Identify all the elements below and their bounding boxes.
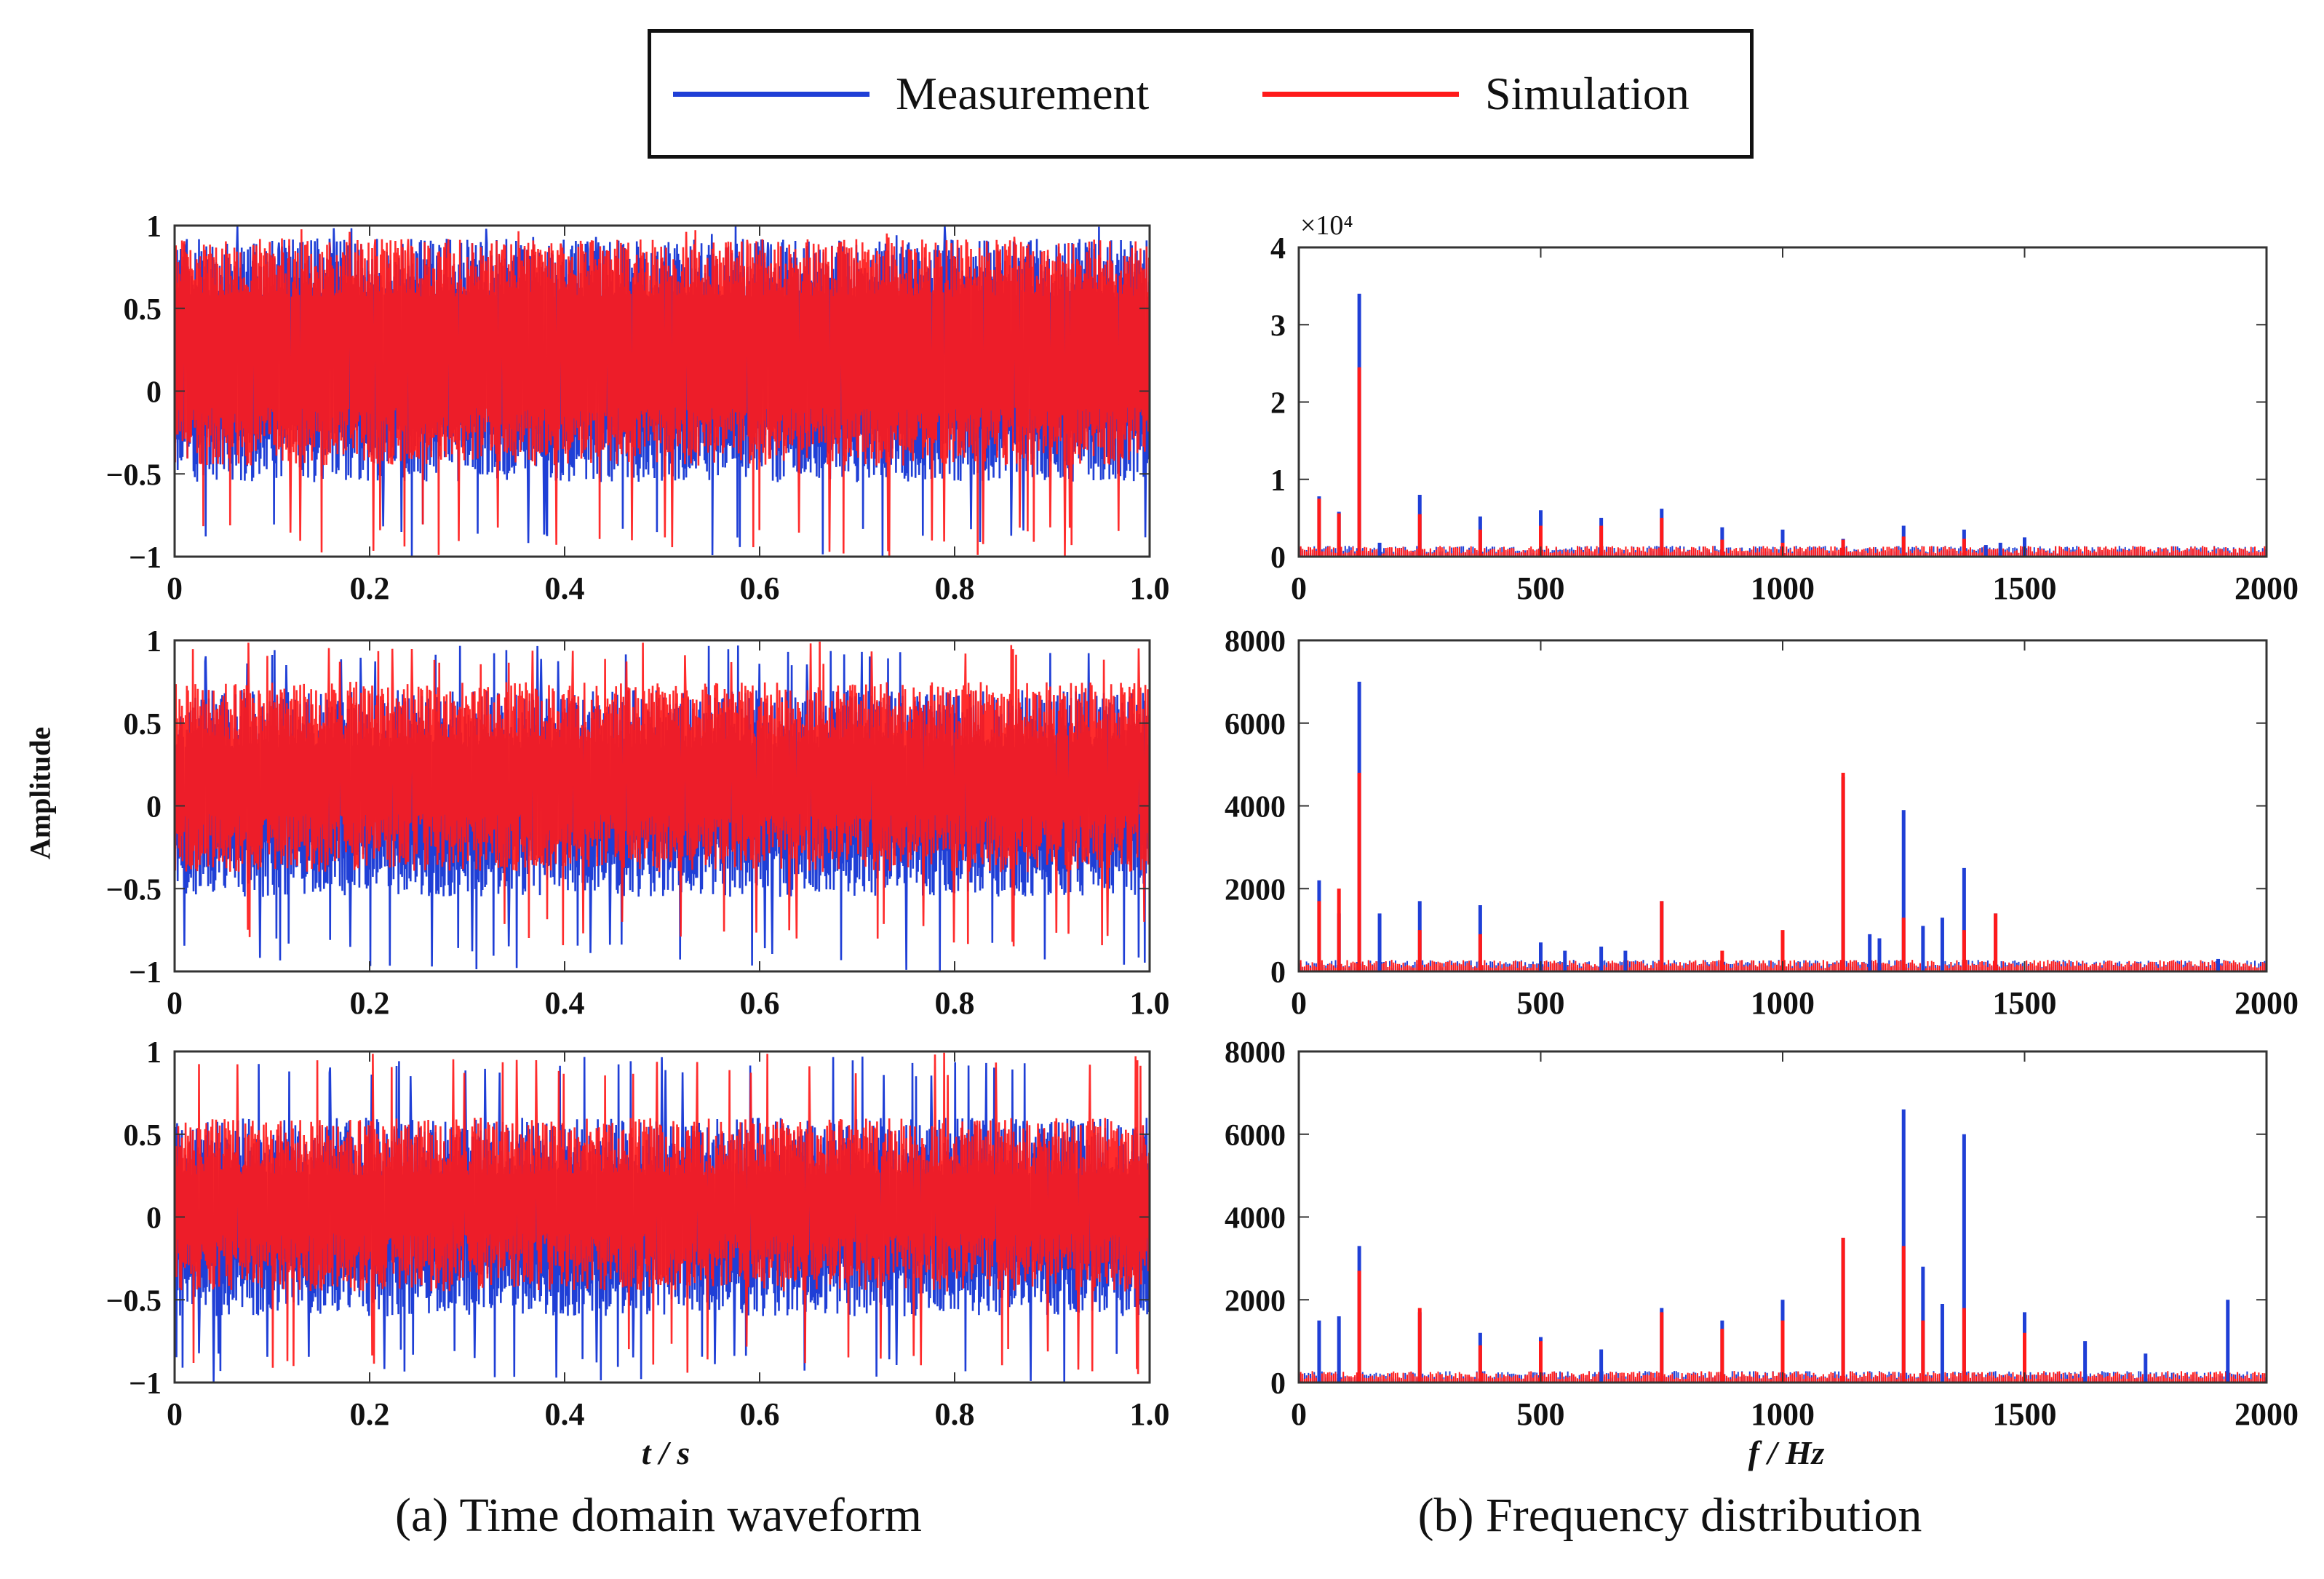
x-tick-label-freq-2-3: 1500 xyxy=(1993,985,2057,1021)
plot-area-freq-1 xyxy=(1299,293,2267,557)
y-tick-label-freq-3-3: 6000 xyxy=(1225,1119,1286,1153)
chart-time-1: 0 0.2 0.4 0.6 0.8 1.0 −1 −0.5 0 0.5 1 xyxy=(106,210,1170,606)
x-tick-label-freq-3-3: 1500 xyxy=(1993,1396,2057,1432)
y-tick-label-freq-3-2: 4000 xyxy=(1225,1202,1286,1236)
x-tick-label-time-3-2: 0.4 xyxy=(545,1396,585,1432)
y-tick-label-freq-1-2: 2 xyxy=(1270,387,1286,421)
y-tick-label-time-3-2: 0 xyxy=(146,1202,162,1236)
x-tick-label-freq-3-2: 1000 xyxy=(1751,1396,1815,1432)
plot-frame-freq-1 xyxy=(1297,246,2268,558)
plot-frame-freq-2 xyxy=(1297,639,2268,973)
y-tick-label-freq-2-2: 4000 xyxy=(1225,791,1286,824)
y-multiplier-freq-1: ×10⁴ xyxy=(1300,210,1353,241)
y-tick-label-freq-3-4: 8000 xyxy=(1225,1036,1286,1070)
time-x-axis-label: t / s xyxy=(641,1434,691,1471)
x-tick-label-freq-3-4: 2000 xyxy=(2235,1396,2299,1432)
x-tick-label-time-2-1: 0.2 xyxy=(350,985,390,1021)
series-line-simulation xyxy=(175,229,1150,557)
y-tick-label-freq-1-3: 3 xyxy=(1270,309,1286,343)
y-tick-label-time-1-2: 0 xyxy=(146,376,162,410)
chart-freq-1: 0 500 1000 1500 2000 0 1 2 3 4 ×10⁴ xyxy=(1270,210,2299,606)
caption-frequency: (b) Frequency distribution xyxy=(1417,1489,1922,1542)
legend: Measurement Simulation xyxy=(648,29,1754,159)
x-tick-label-freq-1-3: 1500 xyxy=(1993,570,2057,606)
x-tick-label-freq-2-0: 0 xyxy=(1291,985,1307,1021)
legend-entry-simulation: Simulation xyxy=(1262,33,1690,155)
y-tick-label-time-1-3: 0.5 xyxy=(124,293,162,327)
y-tick-label-freq-3-1: 2000 xyxy=(1225,1284,1286,1318)
x-tick-label-time-3-0: 0 xyxy=(167,1396,183,1432)
x-tick-label-freq-1-4: 2000 xyxy=(2235,570,2299,606)
y-tick-label-time-2-4: 1 xyxy=(146,625,162,659)
y-tick-label-freq-2-0: 0 xyxy=(1270,956,1286,990)
y-tick-label-time-3-4: 1 xyxy=(146,1036,162,1070)
y-tick-label-freq-2-3: 6000 xyxy=(1225,708,1286,741)
x-tick-label-time-1-5: 1.0 xyxy=(1130,570,1170,606)
x-tick-label-time-1-3: 0.6 xyxy=(740,570,780,606)
y-tick-label-time-3-3: 0.5 xyxy=(124,1119,162,1153)
chart-time-2: 0 0.2 0.4 0.6 0.8 1.0 −1 −0.5 0 0.5 1 xyxy=(106,625,1170,1021)
y-tick-label-time-1-0: −1 xyxy=(129,541,162,575)
noise-floor-simulation xyxy=(1299,1371,2267,1383)
y-tick-label-freq-1-0: 0 xyxy=(1270,541,1286,575)
x-tick-label-freq-1-2: 1000 xyxy=(1751,570,1815,606)
y-tick-label-time-2-3: 0.5 xyxy=(124,708,162,741)
plot-area-time-2 xyxy=(175,641,1150,971)
plot-area-freq-2 xyxy=(1299,681,2267,971)
x-tick-label-time-3-4: 0.8 xyxy=(935,1396,975,1432)
x-tick-label-freq-3-0: 0 xyxy=(1291,1396,1307,1432)
x-tick-label-freq-1-0: 0 xyxy=(1291,570,1307,606)
x-tick-label-time-3-5: 1.0 xyxy=(1130,1396,1170,1432)
x-tick-label-time-2-0: 0 xyxy=(167,985,183,1021)
chart-freq-2: 0 500 1000 1500 2000 0 2000 4000 6000 8000 xyxy=(1225,625,2299,1021)
series-line-simulation xyxy=(175,1052,1150,1375)
x-tick-label-freq-2-1: 500 xyxy=(1517,985,1565,1021)
chart-time-3: 0 0.2 0.4 0.6 0.8 1.0 −1 −0.5 0 0.5 1 xyxy=(106,1036,1170,1432)
caption-time-domain: (a) Time domain waveform xyxy=(394,1489,923,1542)
y-tick-label-freq-1-4: 4 xyxy=(1270,232,1286,266)
y-tick-label-freq-2-1: 2000 xyxy=(1225,873,1286,907)
y-tick-label-time-2-2: 0 xyxy=(146,791,162,824)
x-tick-label-time-3-1: 0.2 xyxy=(350,1396,390,1432)
y-tick-label-freq-2-4: 8000 xyxy=(1225,625,1286,659)
x-tick-label-time-2-2: 0.4 xyxy=(545,985,585,1021)
freq-x-axis-label: f / Hz xyxy=(1748,1434,1825,1471)
legend-swatch-measurement xyxy=(673,91,869,97)
x-tick-label-freq-2-2: 1000 xyxy=(1751,985,1815,1021)
x-tick-label-time-1-0: 0 xyxy=(167,570,183,606)
x-tick-label-time-1-2: 0.4 xyxy=(545,570,585,606)
plot-area-time-1 xyxy=(175,226,1150,557)
y-tick-label-time-3-1: −0.5 xyxy=(106,1284,162,1318)
x-tick-label-freq-2-4: 2000 xyxy=(2235,985,2299,1021)
x-tick-label-time-2-5: 1.0 xyxy=(1130,985,1170,1021)
x-tick-label-time-1-4: 0.8 xyxy=(935,570,975,606)
x-tick-label-time-1-1: 0.2 xyxy=(350,570,390,606)
y-tick-label-time-3-0: −1 xyxy=(129,1367,162,1401)
y-tick-label-freq-1-1: 1 xyxy=(1270,464,1286,498)
plot-area-time-3 xyxy=(175,1052,1150,1383)
chart-freq-3: 0 500 1000 1500 2000 0 2000 4000 6000 8000 xyxy=(1225,1036,2299,1432)
y-tick-label-time-1-4: 1 xyxy=(146,210,162,244)
x-tick-label-time-2-3: 0.6 xyxy=(740,985,780,1021)
noise-floor-simulation xyxy=(1299,960,2267,971)
legend-entry-measurement: Measurement xyxy=(673,33,1149,155)
y-tick-label-time-2-0: −1 xyxy=(129,956,162,990)
legend-label-measurement: Measurement xyxy=(896,68,1150,119)
y-tick-label-freq-3-0: 0 xyxy=(1270,1367,1286,1401)
x-tick-label-freq-3-1: 500 xyxy=(1517,1396,1565,1432)
legend-swatch-simulation xyxy=(1262,91,1459,97)
legend-label-simulation: Simulation xyxy=(1485,68,1690,119)
x-tick-label-time-3-3: 0.6 xyxy=(740,1396,780,1432)
x-tick-label-freq-1-1: 500 xyxy=(1517,570,1565,606)
plot-area-freq-3 xyxy=(1299,1109,2267,1383)
y-tick-label-time-1-1: −0.5 xyxy=(106,458,162,492)
series-line-simulation xyxy=(175,641,1150,947)
x-tick-label-time-2-4: 0.8 xyxy=(935,985,975,1021)
y-tick-label-time-2-1: −0.5 xyxy=(106,873,162,907)
noise-floor-simulation xyxy=(1299,546,2267,557)
